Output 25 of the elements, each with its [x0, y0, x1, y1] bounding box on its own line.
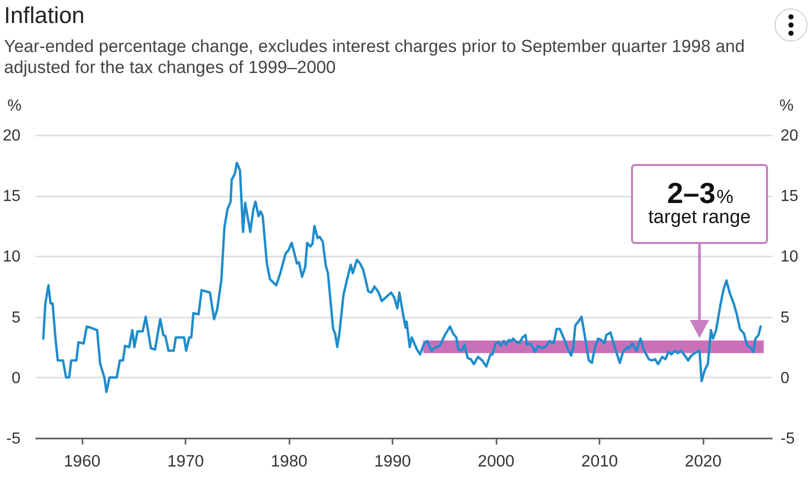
y2-tick-label: 15: [780, 188, 798, 206]
y2-tick-label: 10: [780, 248, 798, 266]
chart-title: Inflation: [4, 1, 86, 30]
y2-tick-label: 5: [780, 309, 790, 326]
y-axis-title: %: [7, 98, 22, 114]
y-tick-label: -5: [6, 430, 21, 448]
x-tick-label: 1960: [64, 452, 100, 470]
y-tick-label: 20: [2, 128, 21, 144]
y2-tick-label: 20: [780, 128, 798, 144]
x-tick-label: 2020: [684, 452, 722, 470]
y-tick-label: 5: [12, 309, 21, 326]
x-tick-label: 2010: [581, 452, 618, 470]
y2-tick-label: 0: [780, 370, 790, 387]
y-tick-label: 0: [12, 370, 21, 387]
y-tick-label: 10: [2, 248, 21, 266]
y-tick-label: 15: [2, 188, 21, 206]
x-tick-label: 1980: [270, 452, 308, 470]
annotation: 2–3% target range: [648, 178, 751, 228]
x-tick-label: 1970: [167, 452, 204, 470]
line-series: [42, 162, 762, 394]
x-tick-label: 1990: [374, 452, 411, 470]
y2-axis-title: %: [779, 98, 794, 114]
chart-subtitle: Year-ended percentage change, excludes interest charges prior to September quarter 1998 and adjusted for the tax changes of 1999–2000: [4, 36, 746, 78]
y2-tick-label: -5: [780, 430, 795, 448]
x-tick-label: 2000: [478, 452, 514, 470]
